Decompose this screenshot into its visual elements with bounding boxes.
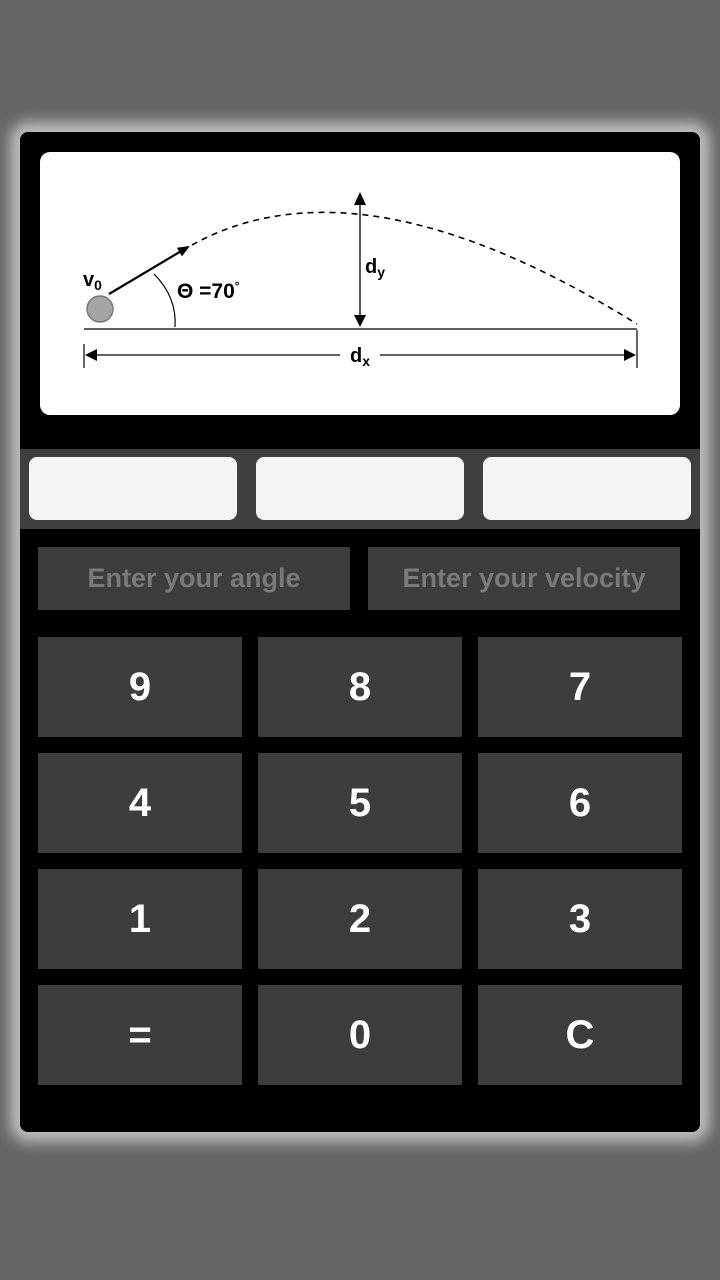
results-strip xyxy=(20,449,700,529)
dx-label: dx xyxy=(350,345,370,369)
angle-input[interactable] xyxy=(38,547,350,610)
key-5[interactable]: 5 xyxy=(258,753,462,853)
projectile-ball xyxy=(86,295,114,323)
equals-button[interactable]: = xyxy=(38,985,242,1085)
clear-button[interactable]: C xyxy=(478,985,682,1085)
angle-label: Θ =70° xyxy=(177,279,240,303)
key-9[interactable]: 9 xyxy=(38,637,242,737)
key-8[interactable]: 8 xyxy=(258,637,462,737)
projectile-diagram: v0 Θ =70° dy dx xyxy=(40,152,680,415)
v0-label: v0 xyxy=(83,269,102,293)
calculator-card: v0 Θ =70° dy dx 9 8 7 4 5 6 1 2 3 = 0 C xyxy=(20,132,700,1132)
angle-arc xyxy=(153,273,176,328)
velocity-input[interactable] xyxy=(368,547,680,610)
key-4[interactable]: 4 xyxy=(38,753,242,853)
key-0[interactable]: 0 xyxy=(258,985,462,1085)
key-2[interactable]: 2 xyxy=(258,869,462,969)
key-1[interactable]: 1 xyxy=(38,869,242,969)
key-7[interactable]: 7 xyxy=(478,637,682,737)
result-box-1 xyxy=(29,457,237,520)
trajectory-illustration: v0 Θ =70° dy dx xyxy=(83,192,638,369)
dy-label: dy xyxy=(365,256,385,280)
key-3[interactable]: 3 xyxy=(478,869,682,969)
result-box-3 xyxy=(483,457,691,520)
trajectory-curve xyxy=(191,211,638,325)
key-6[interactable]: 6 xyxy=(478,753,682,853)
velocity-arrow xyxy=(108,245,190,295)
result-box-2 xyxy=(256,457,464,520)
